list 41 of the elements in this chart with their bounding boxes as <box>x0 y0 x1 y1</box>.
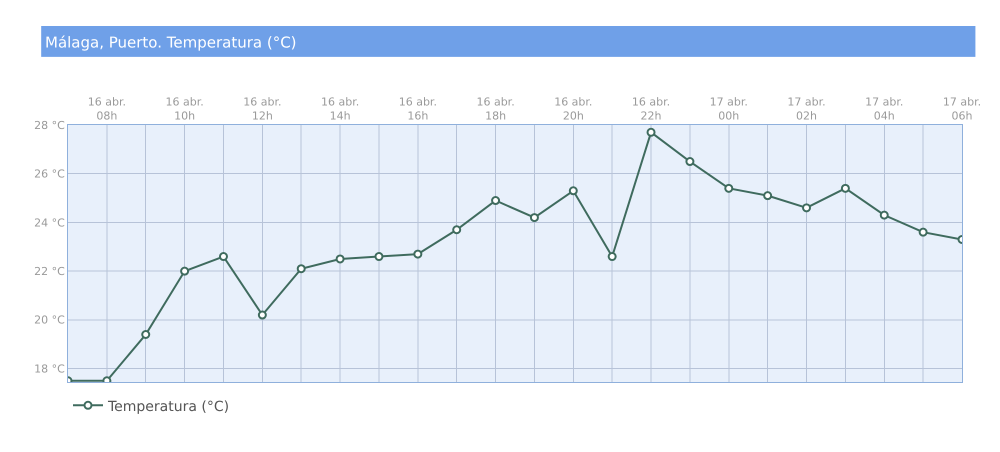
point <box>374 252 384 262</box>
point <box>880 210 889 220</box>
point <box>802 203 812 212</box>
point <box>685 157 694 166</box>
point <box>608 252 617 262</box>
x-tick-label: 16 abr. 18h <box>476 95 515 123</box>
chart-title: Málaga, Puerto. Temperatura (°C) <box>45 34 297 52</box>
x-tick-label: 16 abr. 16h <box>398 95 437 123</box>
x-tick-label: 16 abr. 12h <box>243 95 282 123</box>
x-tick-label: 16 abr. 14h <box>320 95 360 123</box>
point <box>336 254 345 264</box>
point <box>646 128 656 137</box>
legend-label: Temperatura (°C) <box>107 398 230 415</box>
x-tick-label: 16 abr. 10h <box>165 95 204 123</box>
point <box>918 228 928 237</box>
x-tick-label: 17 abr. 02h <box>787 95 826 123</box>
point <box>180 266 190 276</box>
point <box>530 213 539 222</box>
point <box>141 330 150 339</box>
point <box>724 184 734 193</box>
point <box>258 310 267 320</box>
point <box>491 196 500 206</box>
y-tick-label: 18 °C <box>34 362 66 376</box>
point <box>568 186 578 196</box>
x-tick-label: 16 abr. 22h <box>632 95 670 123</box>
y-tick-label: 26 °C <box>34 168 66 181</box>
point <box>218 252 228 262</box>
x-tick-label: 16 abr. 08h <box>88 95 126 123</box>
x-tick-label: 17 abr. 04h <box>865 95 904 123</box>
y-tick-label: 22 °C <box>34 265 66 278</box>
x-tick-label: 17 abr. 06h <box>942 95 982 123</box>
y-tick-label: 28 °C <box>34 118 66 132</box>
point <box>840 184 850 193</box>
point <box>413 250 422 259</box>
point <box>296 264 306 274</box>
point <box>452 225 462 234</box>
x-tick-label: 16 abr. 20h <box>554 95 592 123</box>
point <box>763 191 772 200</box>
y-tick-label: 20 °C <box>34 314 66 327</box>
y-tick-label: 24 °C <box>34 216 66 230</box>
x-tick-label: 17 abr. 00h <box>710 95 748 123</box>
